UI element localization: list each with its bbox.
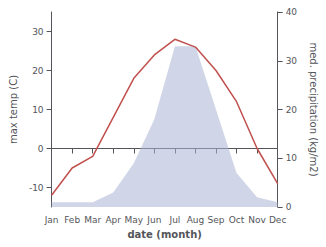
svg-text:10: 10 — [286, 153, 298, 163]
svg-text:Nov: Nov — [248, 215, 266, 225]
svg-text:Jul: Jul — [168, 215, 180, 225]
svg-text:0: 0 — [286, 202, 292, 212]
svg-text:0: 0 — [38, 144, 44, 154]
svg-text:Mar: Mar — [84, 215, 101, 225]
svg-text:30: 30 — [286, 56, 298, 66]
svg-text:Jun: Jun — [146, 215, 161, 225]
svg-text:20: 20 — [286, 105, 298, 115]
svg-text:-10: -10 — [29, 183, 44, 193]
svg-text:10: 10 — [32, 105, 44, 115]
svg-text:Dec: Dec — [269, 215, 286, 225]
svg-text:20: 20 — [32, 66, 44, 76]
svg-text:Jan: Jan — [44, 215, 59, 225]
svg-text:Apr: Apr — [105, 215, 121, 225]
svg-text:max temp (C): max temp (C) — [8, 75, 19, 144]
svg-text:Sep: Sep — [208, 215, 225, 225]
svg-text:Oct: Oct — [229, 215, 245, 225]
svg-text:30: 30 — [32, 27, 44, 37]
svg-text:Aug: Aug — [187, 215, 205, 225]
svg-text:May: May — [124, 215, 143, 225]
svg-text:40: 40 — [286, 7, 298, 17]
svg-text:date (month): date (month) — [127, 229, 201, 240]
svg-text:med. precipitation (kg/m2): med. precipitation (kg/m2) — [308, 42, 319, 176]
svg-text:Feb: Feb — [64, 215, 80, 225]
